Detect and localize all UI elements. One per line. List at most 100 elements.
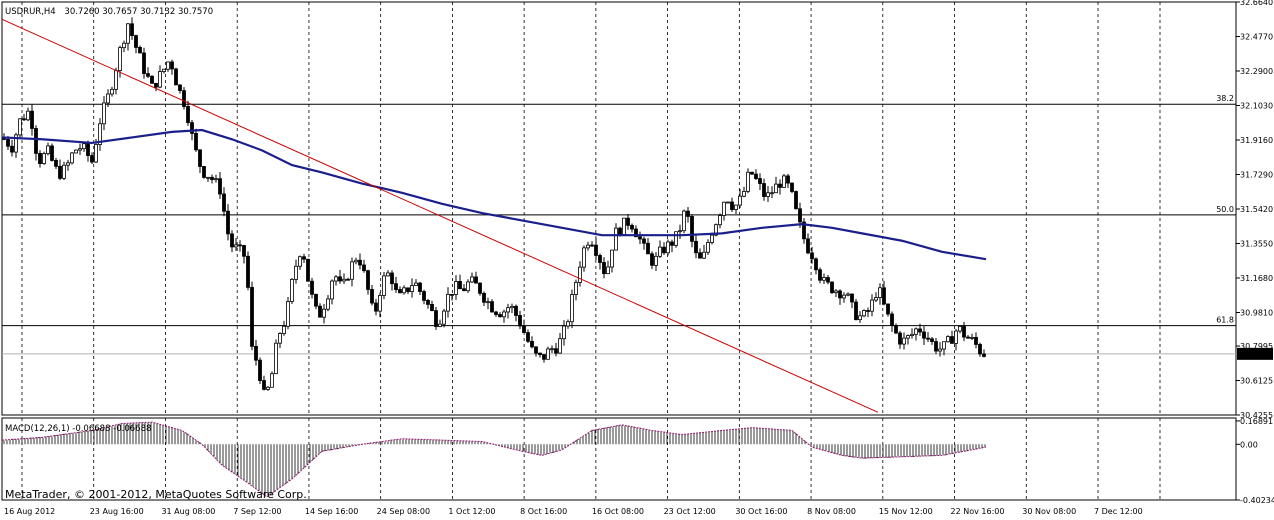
candle-body [918,328,922,333]
candle-body [98,123,102,145]
candle-body [182,90,186,107]
x-tick-label: 23 Aug 16:00 [90,507,144,516]
candle-body [642,238,646,244]
candle-body [934,341,938,352]
candle-body [190,122,194,134]
candle-body [418,282,422,292]
candle-body [498,314,502,318]
candle-body [146,73,150,77]
candle-body [110,88,114,95]
candle-body [70,152,74,164]
candle-body [374,302,378,312]
candle-body [822,277,826,281]
candle-body [158,71,162,88]
x-tick-label: 7 Dec 12:00 [1094,507,1143,516]
candle-body [426,300,430,305]
candle-body [518,315,522,327]
candle-body [482,292,486,303]
candle-body [790,182,794,192]
candle-body [586,244,590,249]
candle-body [982,353,986,357]
y-tick-label: 32.4770 [1240,33,1273,42]
candle-body [154,82,158,88]
candle-body [610,249,614,268]
candle-body [198,149,202,167]
candle-body [978,344,982,355]
x-tick-label: 8 Oct 16:00 [520,507,567,516]
candle-body [758,178,762,184]
candle-body [438,323,442,327]
candle-body [890,313,894,326]
candle-body [886,303,890,315]
candle-body [502,311,506,318]
y-tick-label: 30.9810 [1240,309,1273,318]
candle-body [526,332,530,342]
candle-body [82,143,86,150]
candle-body [782,175,786,188]
x-tick-label: 7 Sep 12:00 [233,507,281,516]
candle-body [390,272,394,285]
candle-body [134,35,138,48]
candle-body [778,183,782,188]
candle-body [142,52,146,75]
candle-body [898,332,902,345]
candle-body [678,230,682,233]
candle-body [462,288,466,292]
macd-tick-label: 0.00 [1240,440,1258,449]
current-price-label: 30.7570 [1239,350,1272,359]
candle-body [330,280,334,300]
x-tick-label: 24 Sep 08:00 [377,507,430,516]
candle-body [538,352,542,355]
candle-body [354,259,358,263]
x-tick-label: 16 Aug 2012 [4,507,55,516]
candle-body [926,337,930,340]
candle-body [814,258,818,271]
candle-body [558,338,562,354]
candle-body [194,133,198,151]
candle-body [126,23,130,44]
candle-body [542,354,546,360]
candle-body [494,311,498,315]
candle-body [618,227,622,235]
current-price-tag [1237,347,1273,360]
candle-body [742,190,746,197]
candle-body [754,173,758,179]
x-tick-label: 23 Oct 12:00 [664,507,716,516]
candle-body [318,305,322,318]
candle-body [766,192,770,197]
y-tick-label: 31.9160 [1240,136,1273,145]
candle-body [286,301,290,327]
candle-body [302,256,306,260]
x-tick-label: 15 Nov 12:00 [879,507,933,516]
candle-body [478,282,482,294]
candle-body [362,264,366,272]
candle-body [370,289,374,304]
chart-header: USDRUR,H4 30.7260 30.7657 30.7132 30.757… [5,7,213,17]
x-tick-label: 14 Sep 16:00 [305,507,358,516]
candle-body [58,165,62,179]
candle-body [186,106,190,123]
candle-body [710,234,714,243]
candle-body [598,255,602,263]
candle-body [422,291,426,301]
candle-body [698,252,702,259]
candle-body [838,290,842,299]
candle-body [762,183,766,197]
candle-body [826,277,830,283]
candle-body [106,93,110,104]
candle-body [954,330,958,344]
candle-body [530,340,534,348]
macd-signal-line [1,421,987,498]
candle-body [646,242,650,255]
candle-body [62,164,66,179]
candle-body [626,217,630,226]
candle-body [454,280,458,295]
candle-body [894,325,898,334]
candle-body [114,70,118,90]
candle-body [246,255,250,288]
candle-body [466,281,470,292]
candle-body [802,221,806,240]
candle-body [722,201,726,216]
candle-body [806,238,810,254]
